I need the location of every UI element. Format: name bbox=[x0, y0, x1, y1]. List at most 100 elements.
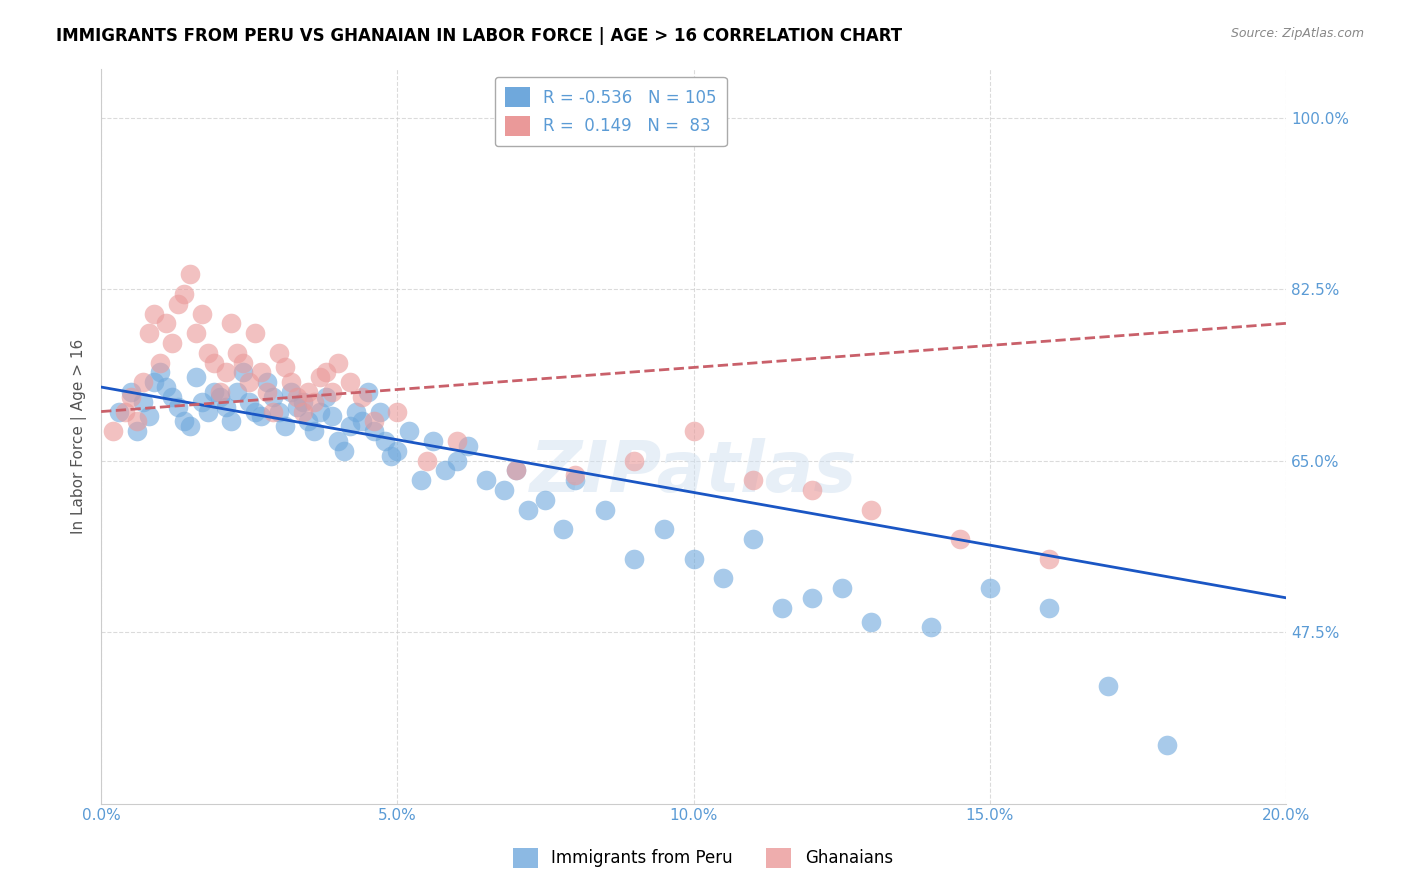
Point bbox=[160, 390, 183, 404]
Point bbox=[232, 365, 254, 379]
Point bbox=[143, 375, 166, 389]
Point bbox=[326, 355, 349, 369]
Point bbox=[801, 591, 824, 605]
Point bbox=[285, 400, 308, 414]
Point bbox=[409, 473, 432, 487]
Point bbox=[208, 384, 231, 399]
Point bbox=[267, 345, 290, 359]
Point bbox=[315, 390, 337, 404]
Text: ZIPatlas: ZIPatlas bbox=[530, 438, 858, 508]
Point bbox=[387, 443, 409, 458]
Point bbox=[623, 551, 645, 566]
Point bbox=[304, 424, 326, 438]
Point bbox=[114, 404, 136, 418]
Point bbox=[179, 419, 201, 434]
Point bbox=[173, 414, 195, 428]
Point bbox=[1038, 600, 1060, 615]
Point bbox=[368, 404, 391, 418]
Point bbox=[457, 439, 479, 453]
Point bbox=[309, 404, 332, 418]
Point bbox=[446, 453, 468, 467]
Point bbox=[1156, 738, 1178, 752]
Point bbox=[623, 453, 645, 467]
Point bbox=[831, 581, 853, 595]
Point bbox=[243, 326, 266, 340]
Point bbox=[770, 600, 793, 615]
Point bbox=[120, 390, 142, 404]
Point bbox=[357, 384, 380, 399]
Point bbox=[250, 409, 273, 424]
Point bbox=[238, 375, 260, 389]
Point bbox=[221, 317, 243, 331]
Point bbox=[652, 522, 675, 536]
Point bbox=[387, 404, 409, 418]
Point bbox=[160, 335, 183, 350]
Point bbox=[949, 532, 972, 546]
Point bbox=[256, 375, 278, 389]
Point bbox=[250, 365, 273, 379]
Point bbox=[108, 404, 131, 418]
Point bbox=[920, 620, 942, 634]
Point bbox=[197, 404, 219, 418]
Point bbox=[1097, 679, 1119, 693]
Point bbox=[238, 394, 260, 409]
Point bbox=[446, 434, 468, 448]
Point bbox=[553, 522, 575, 536]
Point bbox=[534, 492, 557, 507]
Point bbox=[344, 404, 367, 418]
Point bbox=[860, 502, 883, 516]
Point bbox=[138, 326, 160, 340]
Point bbox=[564, 473, 586, 487]
Point bbox=[475, 473, 498, 487]
Point bbox=[202, 384, 225, 399]
Text: Source: ZipAtlas.com: Source: ZipAtlas.com bbox=[1230, 27, 1364, 40]
Point bbox=[184, 370, 207, 384]
Point bbox=[979, 581, 1001, 595]
Point bbox=[214, 365, 236, 379]
Point bbox=[131, 375, 153, 389]
Point bbox=[138, 409, 160, 424]
Point bbox=[262, 390, 284, 404]
Point bbox=[262, 404, 284, 418]
Point bbox=[321, 409, 343, 424]
Legend: R = -0.536   N = 105, R =  0.149   N =  83: R = -0.536 N = 105, R = 0.149 N = 83 bbox=[495, 77, 727, 146]
Point bbox=[741, 532, 763, 546]
Point bbox=[860, 615, 883, 630]
Point bbox=[398, 424, 420, 438]
Point bbox=[505, 463, 527, 477]
Legend: Immigrants from Peru, Ghanaians: Immigrants from Peru, Ghanaians bbox=[506, 841, 900, 875]
Point bbox=[167, 297, 190, 311]
Text: IMMIGRANTS FROM PERU VS GHANAIAN IN LABOR FORCE | AGE > 16 CORRELATION CHART: IMMIGRANTS FROM PERU VS GHANAIAN IN LABO… bbox=[56, 27, 903, 45]
Point bbox=[184, 326, 207, 340]
Point bbox=[433, 463, 456, 477]
Point bbox=[191, 307, 214, 321]
Point bbox=[280, 384, 302, 399]
Point bbox=[326, 434, 349, 448]
Point bbox=[682, 551, 704, 566]
Point bbox=[801, 483, 824, 497]
Point bbox=[516, 502, 538, 516]
Point bbox=[422, 434, 444, 448]
Point bbox=[256, 384, 278, 399]
Point bbox=[143, 307, 166, 321]
Point bbox=[321, 384, 343, 399]
Point bbox=[149, 365, 172, 379]
Point bbox=[505, 463, 527, 477]
Point bbox=[125, 424, 148, 438]
Point bbox=[149, 355, 172, 369]
Point bbox=[363, 424, 385, 438]
Point bbox=[243, 404, 266, 418]
Point bbox=[741, 473, 763, 487]
Point bbox=[202, 355, 225, 369]
Point bbox=[226, 384, 249, 399]
Point bbox=[291, 404, 314, 418]
Point bbox=[1038, 551, 1060, 566]
Point bbox=[309, 370, 332, 384]
Point bbox=[380, 449, 402, 463]
Point bbox=[101, 424, 124, 438]
Point bbox=[339, 375, 361, 389]
Point bbox=[297, 414, 319, 428]
Point bbox=[167, 400, 190, 414]
Point bbox=[363, 414, 385, 428]
Point bbox=[304, 394, 326, 409]
